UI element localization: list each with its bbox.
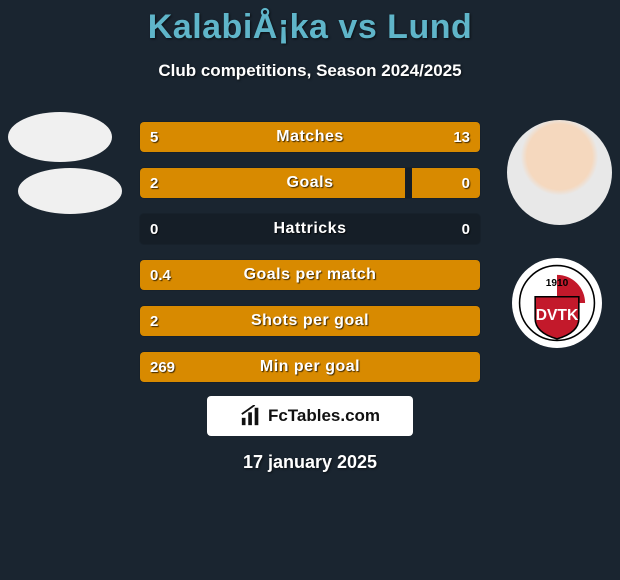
metric-label: Goals per match <box>140 260 480 290</box>
metric-row: 269Min per goal <box>140 352 480 382</box>
player-right-club-badge: 1910 DVTK <box>512 258 602 348</box>
player-left-portrait <box>8 112 112 162</box>
metric-label: Goals <box>140 168 480 198</box>
metric-label: Shots per goal <box>140 306 480 336</box>
date-label: 17 january 2025 <box>0 452 620 473</box>
metric-value-right: 0 <box>462 168 470 198</box>
metric-row: 0.4Goals per match <box>140 260 480 290</box>
metric-label: Hattricks <box>140 214 480 244</box>
metric-row: 0Hattricks0 <box>140 214 480 244</box>
chart-icon <box>240 405 262 427</box>
comparison-card: KalabiÅ¡ka vs Lund Club competitions, Se… <box>0 0 620 580</box>
badge-label: DVTK <box>536 307 579 324</box>
badge-year: 1910 <box>546 278 569 289</box>
metric-value-right: 13 <box>453 122 470 152</box>
player-right-portrait <box>507 120 612 225</box>
fctables-watermark: FcTables.com <box>207 396 413 436</box>
player-left-club-badge <box>18 168 122 214</box>
page-title: KalabiÅ¡ka vs Lund <box>0 0 620 47</box>
metric-row: 2Goals0 <box>140 168 480 198</box>
metric-label: Min per goal <box>140 352 480 382</box>
metric-label: Matches <box>140 122 480 152</box>
subtitle: Club competitions, Season 2024/2025 <box>0 61 620 81</box>
metric-row: 5Matches13 <box>140 122 480 152</box>
fctables-label: FcTables.com <box>268 406 380 426</box>
metric-value-right: 0 <box>462 214 470 244</box>
dvtk-badge-icon: 1910 DVTK <box>518 264 596 342</box>
metric-rows: 5Matches132Goals00Hattricks00.4Goals per… <box>140 122 480 398</box>
metric-row: 2Shots per goal <box>140 306 480 336</box>
